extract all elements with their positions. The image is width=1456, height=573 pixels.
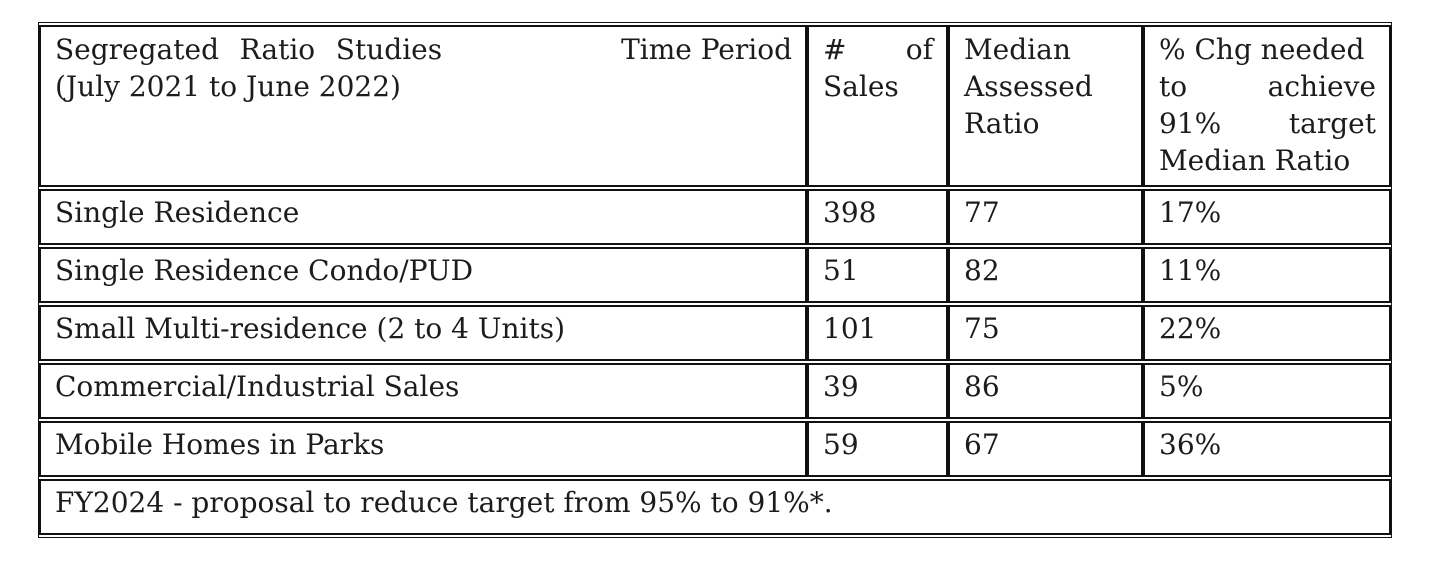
footnote-row: FY2024 - proposal to reduce target from …	[39, 479, 1391, 535]
category-cell: Commercial/Industrial Sales	[39, 363, 807, 419]
sales-cell: 101	[807, 305, 948, 361]
sales-cell: 59	[807, 421, 948, 477]
num-sales-of: of	[905, 33, 933, 66]
header-cell-title: Segregated Ratio Studies Time Period (Ju…	[39, 25, 807, 187]
table-subtitle: (July 2021 to June 2022)	[55, 70, 401, 103]
footnote-cell: FY2024 - proposal to reduce target from …	[39, 479, 1391, 535]
ratio-cell: 67	[948, 421, 1143, 477]
header-row: Segregated Ratio Studies Time Period (Ju…	[39, 25, 1391, 187]
chg-cell: 5%	[1143, 363, 1391, 419]
median-header-line2: Assessed	[964, 70, 1093, 103]
sales-cell: 51	[807, 247, 948, 303]
table-title: Segregated Ratio Studies	[55, 33, 443, 66]
category-cell: Small Multi-residence (2 to 4 Units)	[39, 305, 807, 361]
ratio-cell: 86	[948, 363, 1143, 419]
category-cell: Single Residence	[39, 189, 807, 245]
pct-chg-header-line2: to achieve	[1159, 68, 1376, 105]
pct-chg-header-line4: Median Ratio	[1159, 144, 1351, 177]
median-header-line3: Ratio	[964, 107, 1040, 140]
table-row-single-residence: Single Residence 398 77 17%	[39, 189, 1391, 245]
header-cell-median-ratio: Median Assessed Ratio	[948, 25, 1143, 187]
median-header-line1: Median	[964, 33, 1071, 66]
ratio-cell: 77	[948, 189, 1143, 245]
category-cell: Single Residence Condo/PUD	[39, 247, 807, 303]
sales-cell: 39	[807, 363, 948, 419]
chg-cell: 36%	[1143, 421, 1391, 477]
num-sales-hash: #	[823, 33, 847, 66]
pct-chg-header-line1: % Chg needed	[1159, 33, 1365, 66]
pct-chg-header-line3: 91% target	[1159, 105, 1376, 142]
pct-chg-91: 91%	[1159, 107, 1222, 140]
time-period-label: Time Period	[621, 33, 792, 66]
table-row-small-multi-residence: Small Multi-residence (2 to 4 Units) 101…	[39, 305, 1391, 361]
pct-chg-achieve: achieve	[1267, 70, 1376, 103]
header-title-line: Segregated Ratio Studies Time Period	[55, 31, 792, 68]
table-row-single-residence-condo: Single Residence Condo/PUD 51 82 11%	[39, 247, 1391, 303]
chg-cell: 11%	[1143, 247, 1391, 303]
ratio-cell: 82	[948, 247, 1143, 303]
category-cell: Mobile Homes in Parks	[39, 421, 807, 477]
header-cell-pct-change: % Chg needed to achieve 91% target Media…	[1143, 25, 1391, 187]
chg-cell: 17%	[1143, 189, 1391, 245]
chg-cell: 22%	[1143, 305, 1391, 361]
ratio-cell: 75	[948, 305, 1143, 361]
pct-chg-to: to	[1159, 70, 1188, 103]
num-sales-header-line1: # of	[823, 31, 933, 68]
table-row-mobile-homes: Mobile Homes in Parks 59 67 36%	[39, 421, 1391, 477]
header-cell-num-sales: # of Sales	[807, 25, 948, 187]
num-sales-word: Sales	[823, 70, 899, 103]
table-row-commercial-industrial: Commercial/Industrial Sales 39 86 5%	[39, 363, 1391, 419]
sales-cell: 398	[807, 189, 948, 245]
segregated-ratio-studies-table: Segregated Ratio Studies Time Period (Ju…	[38, 22, 1392, 538]
pct-chg-target: target	[1288, 107, 1376, 140]
